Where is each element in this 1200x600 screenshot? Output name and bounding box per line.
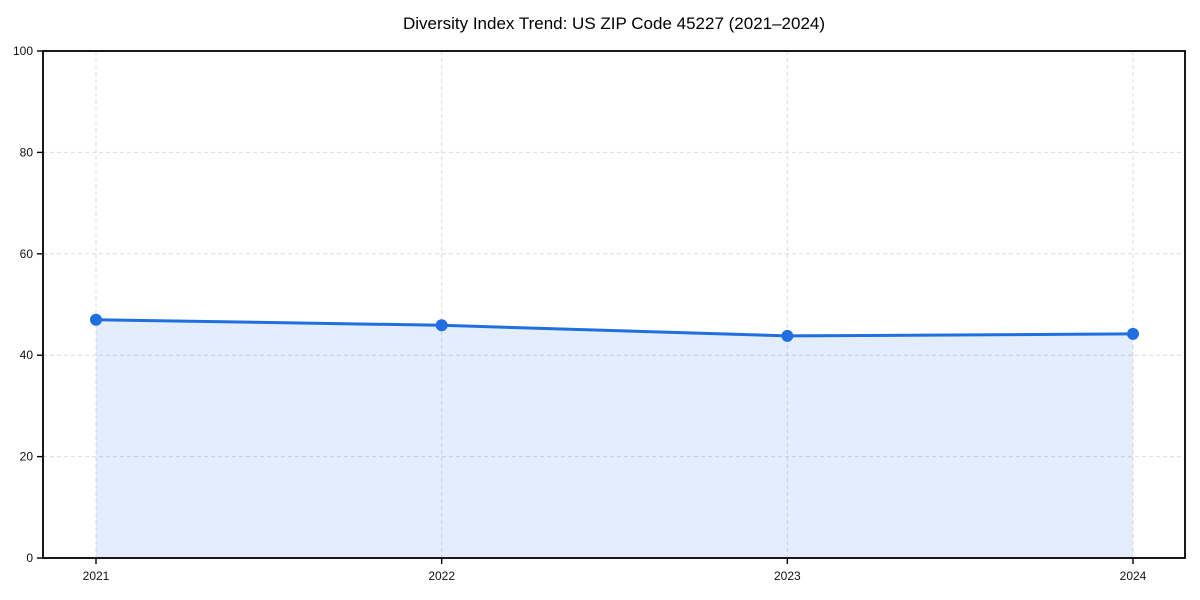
data-point-marker	[1127, 327, 1139, 340]
y-tick-label: 60	[20, 247, 34, 261]
plot-area: 0 20 40 60 80 100 2021 2022 2023 2024	[13, 44, 1186, 583]
x-tick-label: 2021	[83, 569, 110, 583]
y-tick-label: 100	[13, 44, 33, 58]
data-point-marker	[90, 313, 102, 326]
y-tick-label: 80	[20, 145, 34, 159]
x-tick-label: 2023	[774, 569, 801, 583]
area-fill	[96, 319, 1133, 558]
data-point-marker	[435, 319, 448, 332]
data-point-marker	[781, 329, 794, 342]
x-tick-label: 2024	[1120, 569, 1147, 583]
chart-title: Diversity Index Trend: US ZIP Code 45227…	[403, 14, 825, 33]
x-tick-label: 2022	[428, 569, 455, 583]
y-tick-label: 40	[20, 348, 34, 362]
trend-line	[94, 318, 1135, 338]
y-tick-label: 20	[20, 450, 34, 464]
y-tick-label: 0	[26, 551, 33, 565]
axis-frame	[42, 50, 1186, 559]
